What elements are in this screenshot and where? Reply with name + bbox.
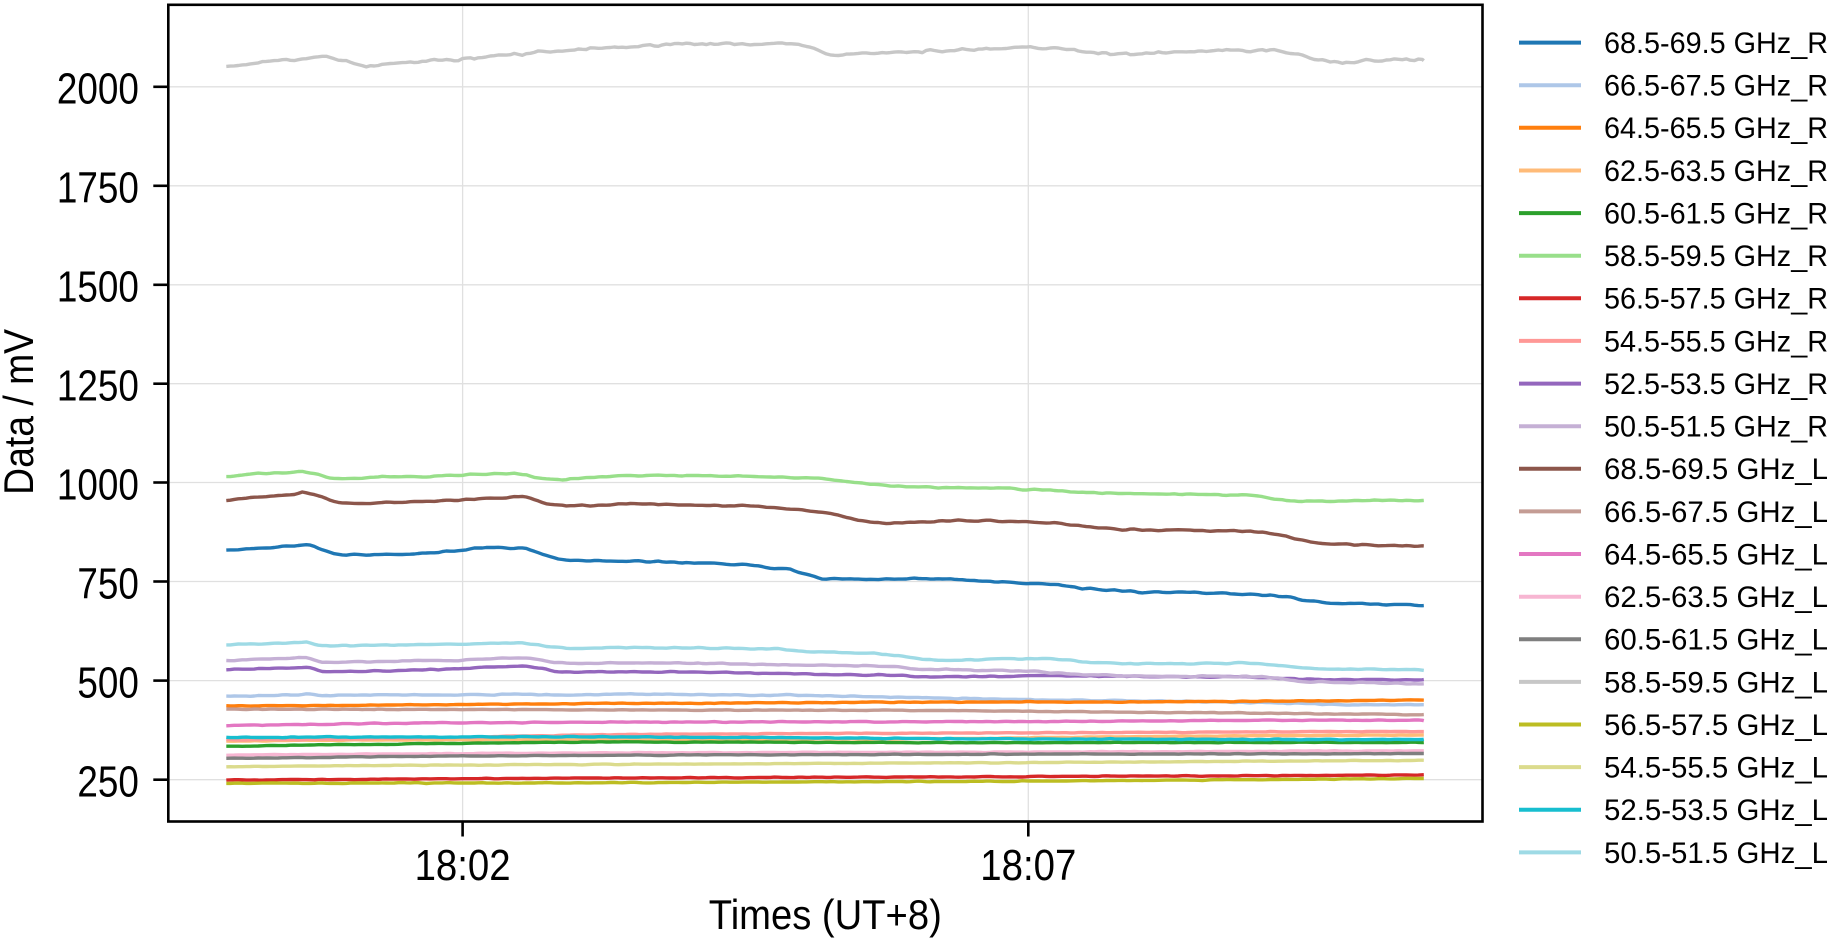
svg-text:50.5-51.5 GHz_R: 50.5-51.5 GHz_R: [1604, 411, 1828, 444]
svg-text:1500: 1500: [57, 263, 139, 312]
svg-text:54.5-55.5 GHz_R: 54.5-55.5 GHz_R: [1604, 325, 1828, 358]
svg-text:64.5-65.5 GHz_R: 64.5-65.5 GHz_R: [1604, 112, 1828, 145]
svg-text:62.5-63.5 GHz_L: 62.5-63.5 GHz_L: [1604, 581, 1828, 614]
svg-text:500: 500: [77, 658, 139, 707]
svg-text:60.5-61.5 GHz_R: 60.5-61.5 GHz_R: [1604, 198, 1828, 231]
svg-text:58.5-59.5 GHz_L: 58.5-59.5 GHz_L: [1604, 666, 1828, 699]
svg-text:Data / mV: Data / mV: [0, 329, 42, 495]
svg-text:56.5-57.5 GHz_L: 56.5-57.5 GHz_L: [1604, 709, 1828, 742]
svg-text:2000: 2000: [57, 65, 139, 114]
svg-text:18:02: 18:02: [415, 841, 511, 890]
svg-text:58.5-59.5 GHz_R: 58.5-59.5 GHz_R: [1604, 240, 1828, 273]
svg-text:1000: 1000: [57, 460, 139, 509]
svg-text:64.5-65.5 GHz_L: 64.5-65.5 GHz_L: [1604, 538, 1828, 571]
svg-text:68.5-69.5 GHz_L: 68.5-69.5 GHz_L: [1604, 453, 1828, 486]
svg-text:750: 750: [77, 559, 139, 608]
svg-text:54.5-55.5 GHz_L: 54.5-55.5 GHz_L: [1604, 752, 1828, 785]
svg-text:66.5-67.5 GHz_R: 66.5-67.5 GHz_R: [1604, 70, 1828, 103]
svg-text:66.5-67.5 GHz_L: 66.5-67.5 GHz_L: [1604, 496, 1828, 529]
svg-text:50.5-51.5 GHz_L: 50.5-51.5 GHz_L: [1604, 837, 1828, 870]
svg-text:18:07: 18:07: [980, 841, 1076, 890]
svg-text:52.5-53.5 GHz_R: 52.5-53.5 GHz_R: [1604, 368, 1828, 401]
svg-text:Times (UT+8): Times (UT+8): [709, 891, 942, 938]
svg-text:56.5-57.5 GHz_R: 56.5-57.5 GHz_R: [1604, 283, 1828, 316]
svg-text:62.5-63.5 GHz_R: 62.5-63.5 GHz_R: [1604, 155, 1828, 188]
svg-text:1250: 1250: [57, 362, 139, 411]
svg-text:250: 250: [77, 758, 139, 807]
svg-text:52.5-53.5 GHz_L: 52.5-53.5 GHz_L: [1604, 794, 1828, 827]
svg-text:1750: 1750: [57, 164, 139, 213]
svg-text:60.5-61.5 GHz_L: 60.5-61.5 GHz_L: [1604, 624, 1828, 657]
svg-text:68.5-69.5 GHz_R: 68.5-69.5 GHz_R: [1604, 27, 1828, 60]
